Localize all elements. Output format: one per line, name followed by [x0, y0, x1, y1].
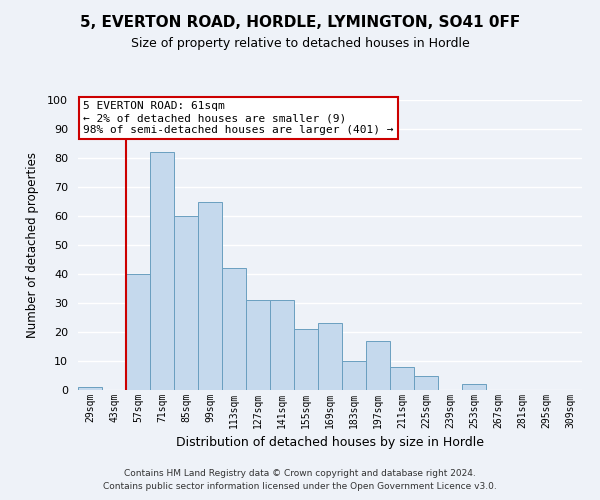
Bar — [462, 384, 486, 390]
Bar — [294, 329, 318, 390]
Bar — [390, 367, 414, 390]
Bar — [342, 361, 366, 390]
Text: Contains public sector information licensed under the Open Government Licence v3: Contains public sector information licen… — [103, 482, 497, 491]
Bar — [126, 274, 150, 390]
Bar — [414, 376, 438, 390]
Text: Size of property relative to detached houses in Hordle: Size of property relative to detached ho… — [131, 38, 469, 51]
Bar — [246, 300, 270, 390]
Text: 5 EVERTON ROAD: 61sqm
← 2% of detached houses are smaller (9)
98% of semi-detach: 5 EVERTON ROAD: 61sqm ← 2% of detached h… — [83, 102, 394, 134]
Y-axis label: Number of detached properties: Number of detached properties — [26, 152, 39, 338]
Bar — [174, 216, 198, 390]
Bar — [270, 300, 294, 390]
Bar — [198, 202, 222, 390]
X-axis label: Distribution of detached houses by size in Hordle: Distribution of detached houses by size … — [176, 436, 484, 450]
Text: Contains HM Land Registry data © Crown copyright and database right 2024.: Contains HM Land Registry data © Crown c… — [124, 468, 476, 477]
Bar — [222, 268, 246, 390]
Bar — [366, 340, 390, 390]
Bar — [78, 387, 102, 390]
Bar — [318, 324, 342, 390]
Text: 5, EVERTON ROAD, HORDLE, LYMINGTON, SO41 0FF: 5, EVERTON ROAD, HORDLE, LYMINGTON, SO41… — [80, 15, 520, 30]
Bar — [150, 152, 174, 390]
